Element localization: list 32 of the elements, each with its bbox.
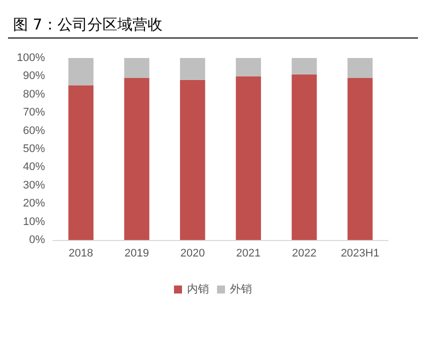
y-tick-label: 40%	[22, 161, 46, 174]
x-tick-label: 2020	[180, 248, 205, 260]
bar	[124, 78, 150, 240]
x-tick-label: 2019	[124, 248, 149, 260]
bar	[68, 58, 94, 86]
legend-label: 内销	[187, 282, 209, 296]
y-tick-label: 30%	[22, 179, 46, 192]
y-tick-label: 0%	[29, 234, 46, 246]
y-tick-label: 10%	[22, 216, 46, 228]
y-tick-label: 20%	[22, 198, 46, 210]
x-tick-label: 2018	[68, 248, 94, 260]
bar	[180, 58, 206, 80]
y-tick-label: 70%	[22, 106, 46, 119]
y-tick-label: 100%	[16, 52, 46, 64]
chart-title: 图 7：公司分区域营收	[13, 16, 162, 34]
bar	[236, 58, 261, 76]
bar	[292, 58, 317, 74]
bar	[348, 58, 373, 78]
x-tick-label: 2022	[292, 248, 316, 260]
bar	[292, 74, 317, 240]
y-tick-label: 60%	[22, 124, 46, 137]
bar	[180, 80, 206, 240]
y-tick-label: 90%	[22, 70, 46, 82]
x-tick-label: 2021	[236, 248, 261, 260]
y-tick-label: 80%	[22, 88, 46, 100]
x-tick-label: 2023H1	[340, 248, 380, 260]
bar	[236, 76, 261, 240]
bar	[348, 78, 373, 240]
legend-label: 外销	[230, 284, 252, 296]
bar	[124, 58, 150, 78]
bar	[68, 85, 94, 240]
y-tick-label: 50%	[22, 143, 46, 155]
